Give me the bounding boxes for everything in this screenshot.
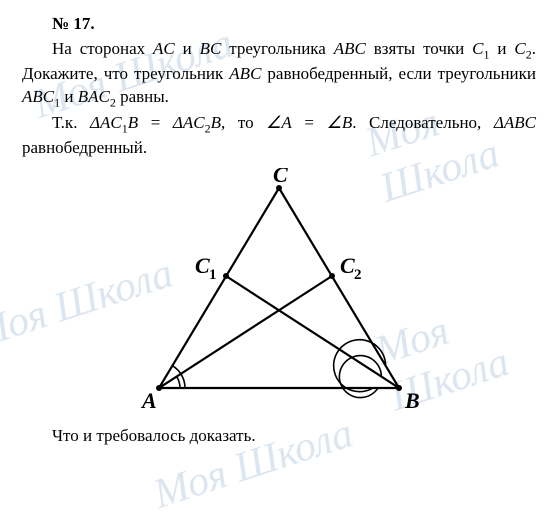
svg-text:C: C [195, 253, 210, 278]
qed: Что и требовалось доказать. [22, 426, 536, 446]
triangle-diagram: ABCC1C2 [114, 168, 444, 418]
svg-text:C: C [273, 168, 288, 187]
text: равнобедренный. [22, 138, 147, 157]
text: = [292, 113, 327, 132]
math: ΔAC [173, 113, 205, 132]
math: ΔAC [90, 113, 122, 132]
text: треугольника [221, 39, 333, 58]
math: ∠A [266, 113, 292, 132]
text: и [60, 87, 78, 106]
math: AC [153, 39, 175, 58]
text: Т.к. [52, 113, 90, 132]
math: ABC [229, 64, 261, 83]
math: C [472, 39, 483, 58]
math: ABC [22, 87, 54, 106]
problem-number: № 17. [22, 14, 536, 34]
solution: Т.к. ΔAC1B = ΔAC2B, то ∠A = ∠B. Следоват… [22, 112, 536, 160]
math: C [514, 39, 525, 58]
problem-statement: На сторонах AC и BC треугольника ABC взя… [22, 38, 536, 110]
text: равны. [116, 87, 169, 106]
svg-text:B: B [404, 388, 420, 413]
math: B [211, 113, 221, 132]
text: = [138, 113, 173, 132]
diagram-container: ABCC1C2 [22, 168, 536, 418]
svg-text:1: 1 [209, 267, 217, 283]
math: ΔABC [494, 113, 536, 132]
math: BAC [78, 87, 110, 106]
text: и [489, 39, 514, 58]
text: и [175, 39, 200, 58]
text: На сторонах [52, 39, 153, 58]
svg-text:2: 2 [354, 267, 362, 283]
text: взяты точки [366, 39, 472, 58]
text: . Следовательно, [352, 113, 494, 132]
text: , то [221, 113, 266, 132]
svg-text:A: A [140, 388, 157, 413]
svg-text:C: C [340, 253, 355, 278]
math: ∠B [327, 113, 353, 132]
math: BC [200, 39, 222, 58]
math: B [128, 113, 138, 132]
text: равнобедренный, если треугольники [261, 64, 536, 83]
math: ABC [334, 39, 366, 58]
document-content: № 17. На сторонах AC и BC треугольника A… [0, 0, 558, 460]
